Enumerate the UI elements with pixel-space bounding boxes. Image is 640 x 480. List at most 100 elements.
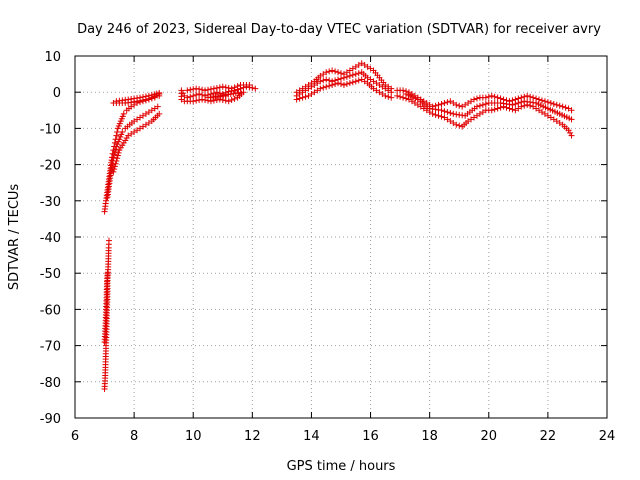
data-point <box>120 110 127 117</box>
data-point-interp <box>485 93 492 100</box>
data-point <box>453 101 460 108</box>
data-point <box>105 237 112 244</box>
data-point <box>488 107 495 114</box>
data-point-interp <box>114 155 121 162</box>
chart-title: Day 246 of 2023, Sidereal Day-to-day VTE… <box>77 22 601 37</box>
y-tick-label: -10 <box>40 122 61 137</box>
data-point-interp <box>296 95 303 102</box>
data-point-interp <box>527 93 534 100</box>
data-point-interp <box>199 86 206 93</box>
data-point <box>199 96 206 103</box>
x-tick-label: 18 <box>421 429 438 444</box>
data-point-interp <box>207 86 214 93</box>
data-point <box>435 112 442 119</box>
data-point-interp <box>228 97 235 104</box>
data-point-interp <box>332 81 339 88</box>
data-point-interp <box>112 160 119 167</box>
data-point <box>388 89 395 96</box>
data-point-interp <box>332 68 339 75</box>
data-point-interp <box>112 146 119 153</box>
data-point-interp <box>518 99 525 106</box>
data-point <box>536 96 543 103</box>
data-point-interp <box>385 93 392 100</box>
data-point-interp <box>111 166 118 173</box>
data-point-interp <box>114 152 121 159</box>
data-point-interp <box>216 84 223 91</box>
y-tick-label: -80 <box>40 376 61 391</box>
data-point-interp <box>190 86 197 93</box>
data-point-interp <box>544 99 551 106</box>
data-point <box>382 92 389 99</box>
data-point <box>568 132 575 139</box>
data-point-interp <box>343 81 350 88</box>
data-point-interp <box>479 101 486 108</box>
y-tick-label: -90 <box>40 412 61 427</box>
data-point <box>323 83 330 90</box>
data-point-interp <box>225 84 232 91</box>
data-point-interp <box>562 104 569 111</box>
data-point <box>388 94 395 101</box>
data-point-interp <box>338 70 344 77</box>
data-point <box>400 94 407 101</box>
y-tick-label: 10 <box>44 50 61 65</box>
data-point-interp <box>139 93 146 100</box>
data-point <box>202 87 209 94</box>
data-point-interp <box>205 86 211 93</box>
data-point <box>104 270 111 277</box>
x-tick-label: 16 <box>362 429 379 444</box>
data-point <box>473 103 480 110</box>
y-tick-label: 0 <box>53 86 61 101</box>
y-axis-label: SDTVAR / TECUs <box>7 184 22 291</box>
data-point-interp <box>438 113 445 120</box>
data-point <box>222 92 229 99</box>
x-tick-label: 14 <box>303 429 320 444</box>
data-point-interp <box>550 100 557 107</box>
data-point <box>352 78 359 85</box>
data-point-interp <box>326 68 333 75</box>
data-point <box>119 129 126 136</box>
data-point-interp <box>196 86 203 93</box>
data-point <box>568 116 575 123</box>
data-point <box>323 76 330 83</box>
data-point <box>228 85 235 92</box>
data-point <box>219 83 226 90</box>
data-point-interp <box>349 72 356 79</box>
data-point-interp <box>320 77 327 84</box>
x-tick-label: 6 <box>71 429 79 444</box>
data-point <box>494 105 501 112</box>
data-point <box>210 85 217 92</box>
y-tick-label: -30 <box>40 195 61 210</box>
data-point <box>317 78 324 85</box>
data-point-interp <box>213 84 220 91</box>
data-point <box>113 132 120 139</box>
data-point-interp <box>320 84 327 91</box>
data-point-interp <box>355 77 362 84</box>
data-point <box>553 101 560 108</box>
data-point-interp <box>355 70 362 77</box>
data-point-interp <box>145 92 152 99</box>
x-tick-label: 8 <box>130 429 138 444</box>
data-point-interp <box>349 79 356 86</box>
data-point <box>400 87 407 94</box>
data-point-interp <box>432 111 439 118</box>
data-point-interp <box>538 97 545 104</box>
data-point <box>156 110 163 117</box>
data-point-interp <box>193 97 200 104</box>
y-tick-label: -70 <box>40 340 61 355</box>
data-point <box>190 92 197 99</box>
x-tick-label: 22 <box>540 429 557 444</box>
data-points <box>101 60 575 393</box>
data-point-interp <box>556 102 563 109</box>
data-point-interp <box>456 102 463 109</box>
data-point <box>154 103 161 110</box>
data-point-interp <box>456 122 463 129</box>
data-point-interp <box>222 84 229 91</box>
data-point <box>110 154 117 161</box>
data-point-interp <box>338 75 344 82</box>
data-point-interp <box>512 100 519 107</box>
data-point <box>509 101 516 108</box>
data-point-interp <box>438 100 445 107</box>
data-point-interp <box>142 93 149 100</box>
data-point-interp <box>491 93 498 100</box>
